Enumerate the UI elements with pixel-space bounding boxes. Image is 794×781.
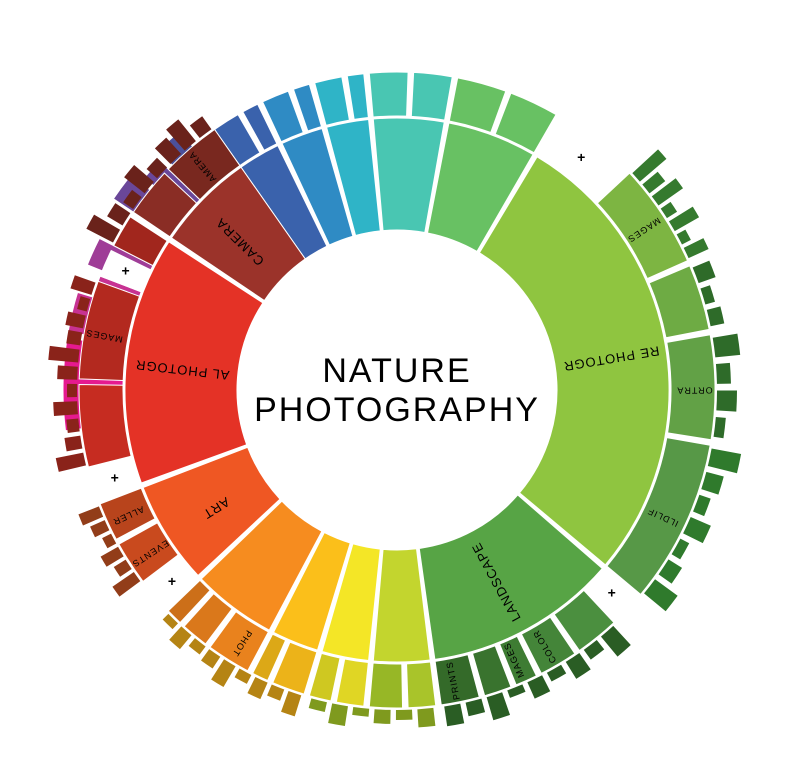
sunburst-chart: (OTHER TOPICS)-NATURE PHOTOGRAPHYLANDSCA… xyxy=(0,0,794,781)
svg-text:+: + xyxy=(168,573,176,589)
svg-text:+: + xyxy=(577,149,585,165)
svg-text:+: + xyxy=(111,470,119,486)
svg-text:+: + xyxy=(121,263,129,279)
svg-text:+: + xyxy=(608,584,616,600)
